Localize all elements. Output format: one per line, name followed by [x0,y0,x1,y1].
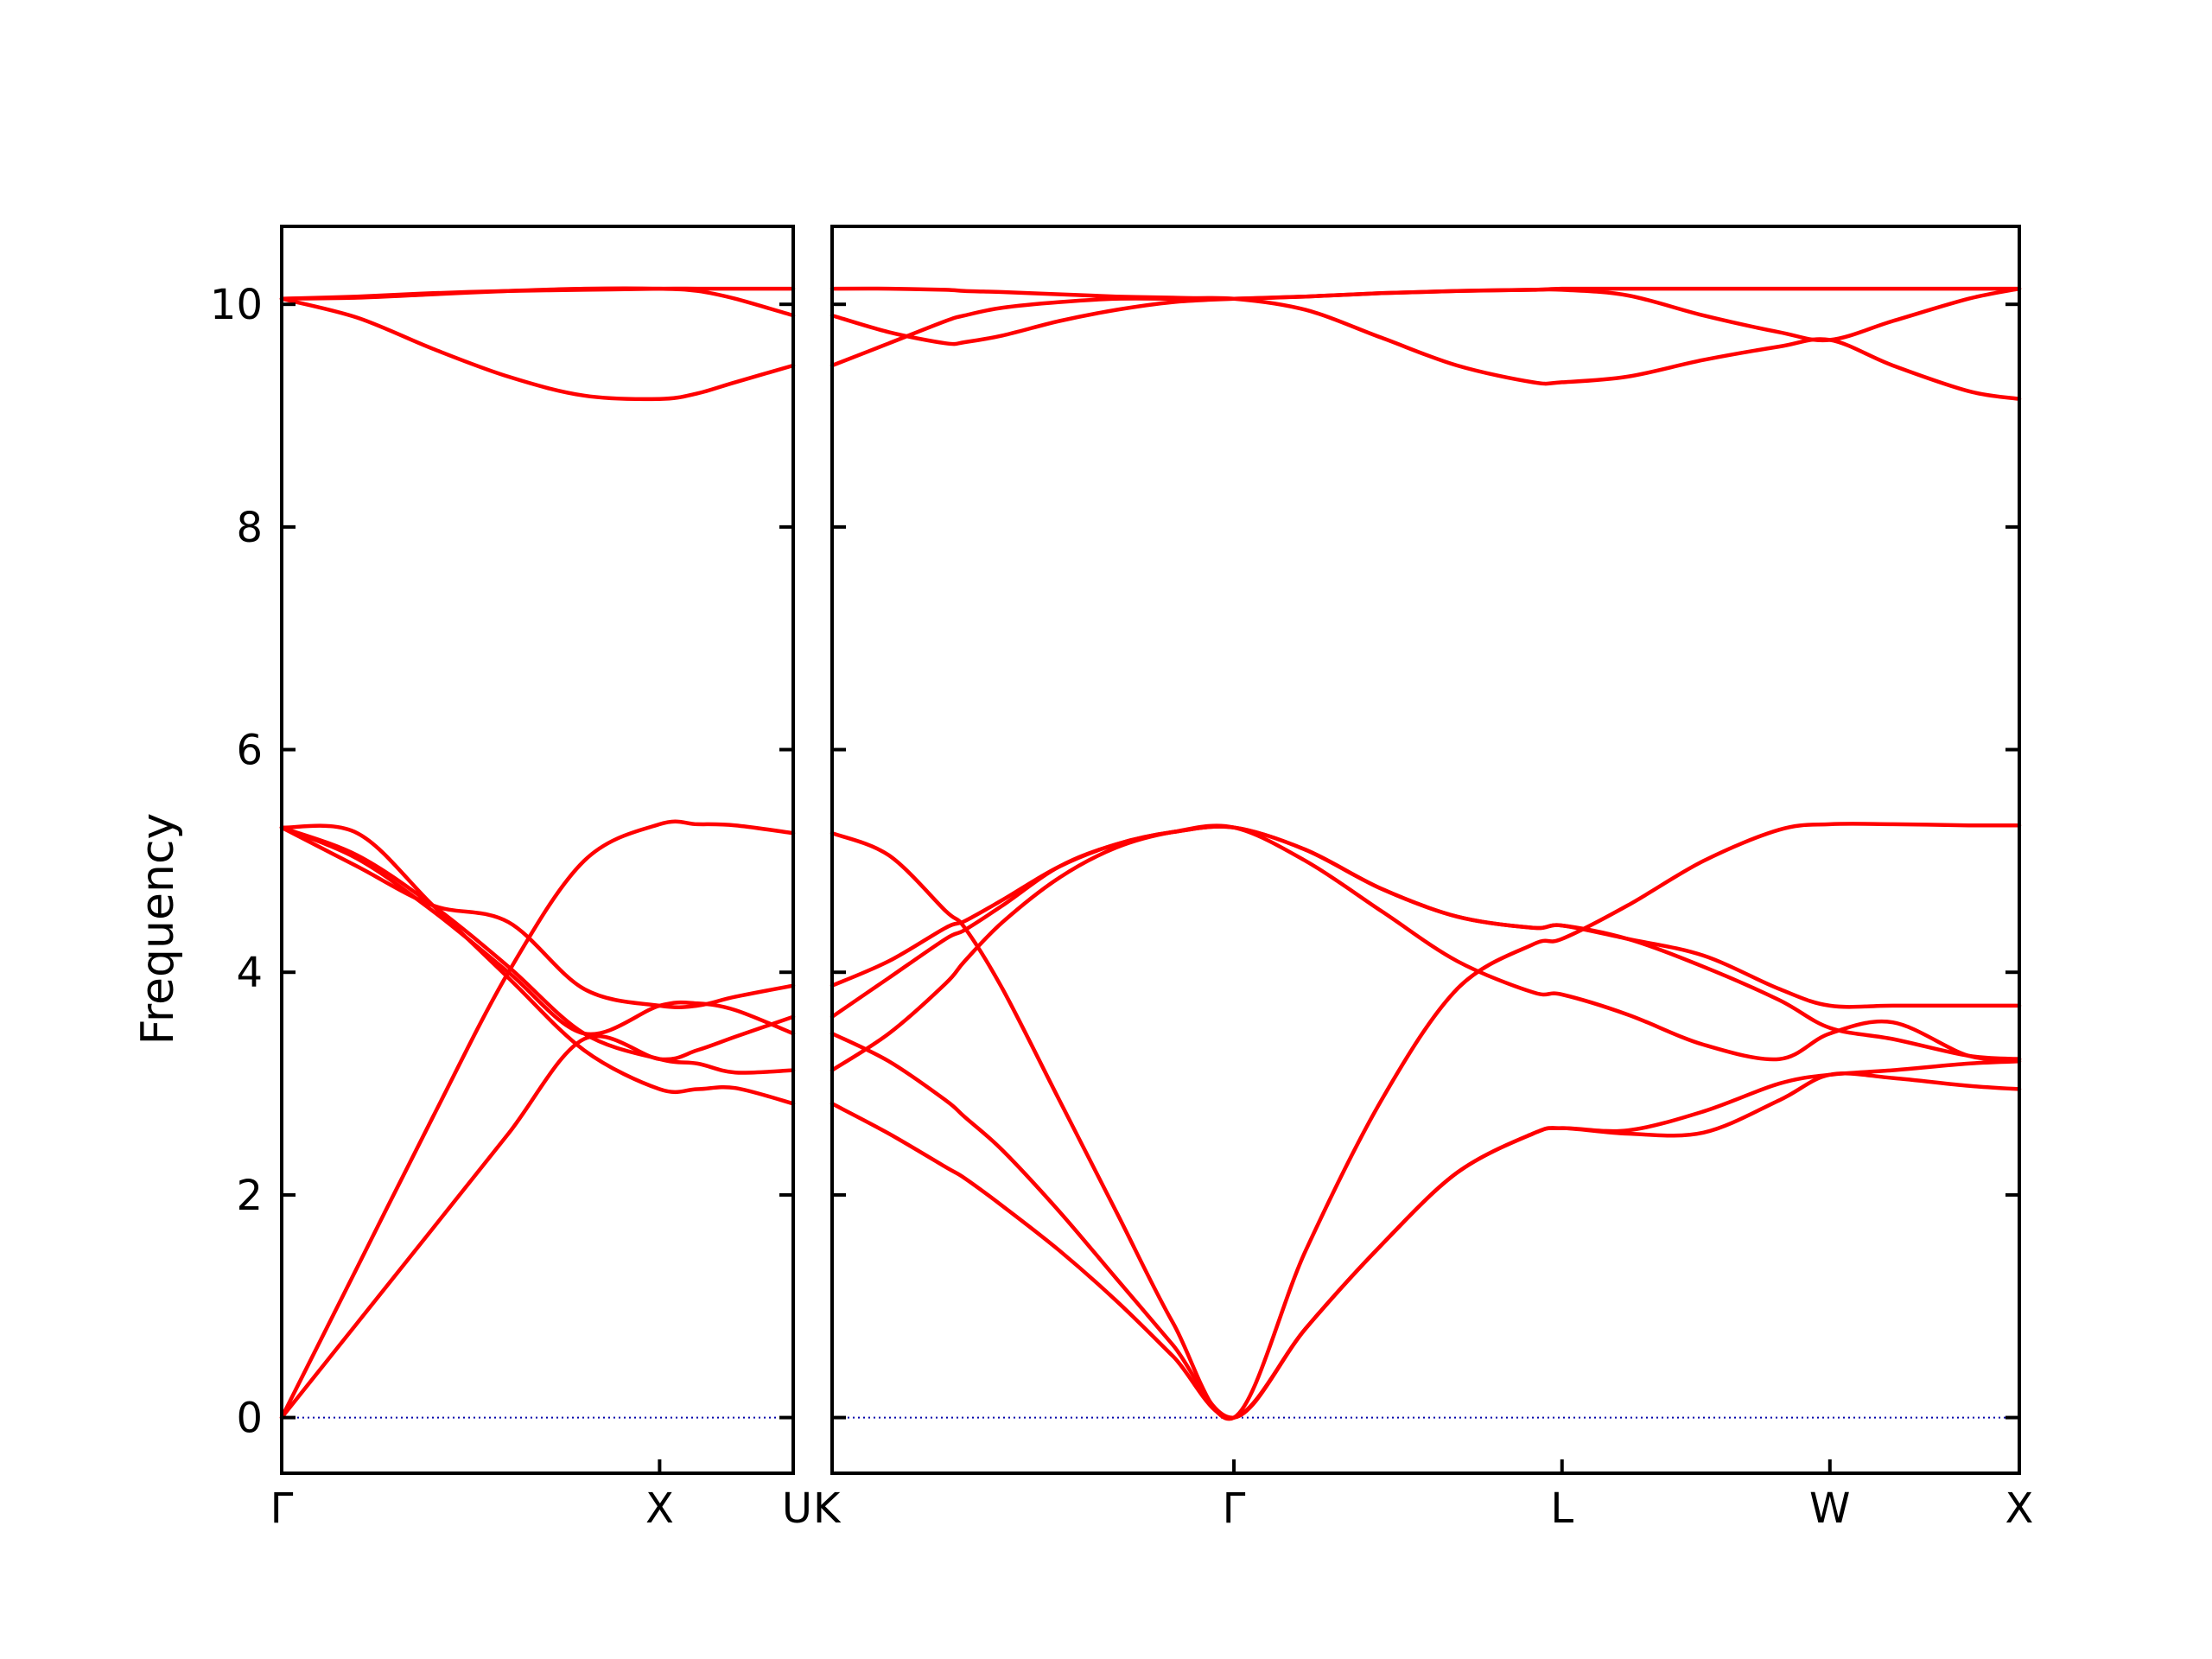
plot-frame-left [280,225,795,1475]
y-tick-label: 8 [236,504,263,552]
band-line-right-8 [830,286,2022,346]
y-tick-label: 10 [210,281,263,329]
panel-frames [280,225,2021,1475]
band-line-right-9 [830,286,2022,302]
y-tick-label: 2 [236,1172,263,1220]
band-line-left-1 [279,819,796,1420]
y-tick-label: 6 [236,727,263,775]
plot-frame-right [830,225,2021,1475]
y-axis-label: Frequency [132,813,184,1046]
x-tick-label-right: L [1550,1484,1573,1533]
y-tick-label: 0 [236,1395,263,1443]
x-tick-label-left: Γ [270,1484,294,1533]
x-tick-label-right: W [1809,1484,1850,1533]
band-line-left-4 [279,825,796,1075]
axis-tick-labels: Γ X U K Γ L W X 0 2 4 6 8 10 [210,281,2034,1533]
x-tick-label-right: K [813,1484,842,1533]
band-line-left-5 [279,825,796,1037]
band-line-right-3 [830,1071,2022,1420]
band-line-left-9 [279,286,796,301]
band-line-left-2 [279,1014,796,1420]
band-line-left-8 [279,286,796,318]
y-tick-label: 4 [236,949,263,997]
band-line-right-7 [830,296,2022,401]
x-tick-label-left: U [782,1484,812,1533]
axis-ticks [280,302,2021,1473]
x-tick-label-left: X [645,1484,674,1533]
band-line-right-4 [830,823,2022,1072]
band-line-right-1 [830,822,2022,1421]
band-line-right-2 [830,1031,2022,1420]
band-line-left-6 [279,825,796,1010]
band-line-right-6 [830,824,2022,1009]
dispersion-curves [279,286,2022,1421]
band-line-left-3 [279,823,796,1106]
x-tick-label-right: Γ [1223,1484,1246,1533]
band-line-left-7 [279,296,796,402]
x-tick-label-right: X [2005,1484,2034,1533]
